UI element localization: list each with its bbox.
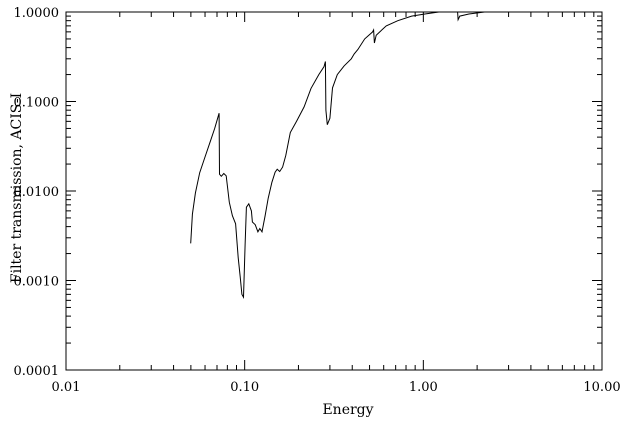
x-tick-label: 0.10 — [230, 380, 259, 395]
y-tick-label: 0.1000 — [14, 96, 60, 111]
y-tick-label: 0.0010 — [14, 275, 60, 290]
y-tick-label: 1.0000 — [14, 6, 60, 21]
y-tick-label: 0.0001 — [14, 364, 60, 379]
axis-tick-labels: 0.01 0.10 1.00 10.00 0.0001 0.0010 0.0100 0.100… — [14, 6, 621, 395]
x-axis-label: Energy — [322, 402, 373, 418]
x-tick-label: 10.00 — [583, 380, 620, 395]
series-line — [190, 11, 602, 299]
y-tick-label: 0.0100 — [14, 185, 60, 200]
plot-frame — [65, 11, 603, 371]
x-tick-label: 1.00 — [409, 380, 438, 395]
x-tick-label: 0.01 — [52, 380, 81, 395]
axis-ticks — [65, 11, 603, 371]
y-axis-label: Filter transmission, ACIS-I — [9, 93, 25, 283]
